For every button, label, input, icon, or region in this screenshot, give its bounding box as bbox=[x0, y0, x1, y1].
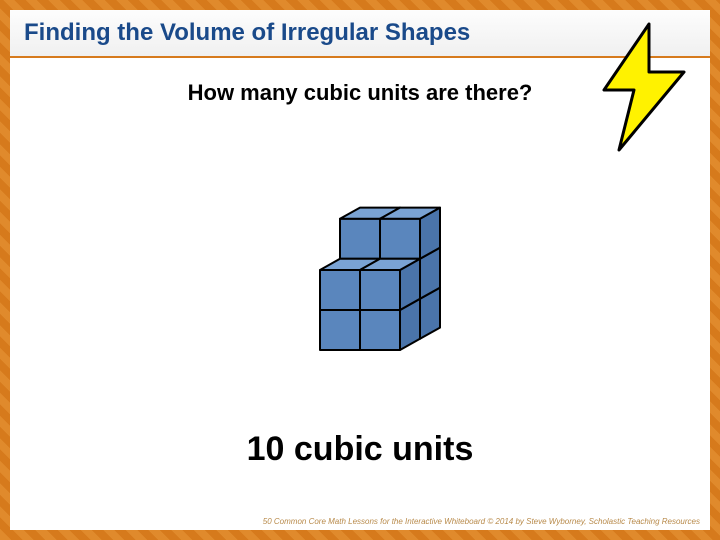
bolt-shape bbox=[604, 24, 684, 150]
answer-text: 10 cubic units bbox=[0, 430, 720, 469]
slide-title: Finding the Volume of Irregular Shapes bbox=[24, 19, 470, 47]
footer-credit: 50 Common Core Math Lessons for the Inte… bbox=[263, 517, 700, 526]
lightning-bolt-icon bbox=[594, 22, 694, 152]
cubes-group bbox=[320, 208, 440, 350]
cube-figure bbox=[250, 150, 470, 390]
